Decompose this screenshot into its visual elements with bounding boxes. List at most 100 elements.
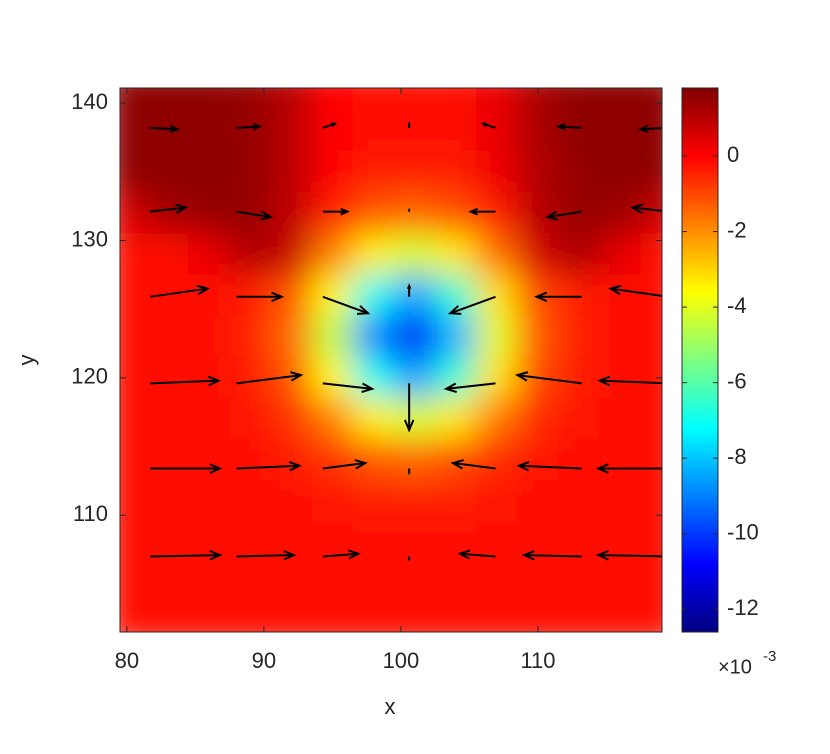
heat-cell <box>106 357 148 399</box>
heat-cell <box>229 357 271 399</box>
heat-cell <box>517 233 559 275</box>
heat-cell <box>229 109 271 151</box>
heat-cell <box>558 522 600 564</box>
heat-cell <box>106 398 148 440</box>
heat-cell <box>640 522 682 564</box>
heat-cell <box>352 398 394 440</box>
heat-cell <box>558 480 600 522</box>
heat-cell <box>394 68 436 110</box>
heat-cell <box>270 604 312 646</box>
heat-cell <box>311 233 353 275</box>
heat-cell <box>106 439 148 481</box>
heat-cell <box>640 316 682 358</box>
heat-cell <box>394 357 436 399</box>
heat-cell <box>352 192 394 234</box>
heat-cell <box>311 398 353 440</box>
heat-cell <box>517 480 559 522</box>
heat-cell <box>640 480 682 522</box>
heat-cell <box>270 316 312 358</box>
heat-cell <box>640 68 682 110</box>
heat-cell <box>188 563 230 605</box>
heat-cell <box>229 274 271 316</box>
heat-cell <box>106 274 148 316</box>
heat-cell <box>311 192 353 234</box>
heat-cell <box>599 192 641 234</box>
heat-cell <box>476 151 518 193</box>
heat-cell <box>311 439 353 481</box>
heat-cell <box>476 274 518 316</box>
x-tick-label: 90 <box>252 648 276 673</box>
heat-cell <box>311 68 353 110</box>
heat-cell <box>435 480 477 522</box>
heat-cell <box>147 439 189 481</box>
heat-cell <box>517 604 559 646</box>
heat-cell <box>188 480 230 522</box>
colorbar-tick-label: -12 <box>727 595 759 620</box>
heat-cell <box>394 563 436 605</box>
heat-cell <box>270 109 312 151</box>
heat-cell <box>106 109 148 151</box>
heat-cell <box>394 233 436 275</box>
heat-cell <box>476 192 518 234</box>
heat-cell <box>352 109 394 151</box>
heat-cell <box>394 522 436 564</box>
heat-cell <box>435 192 477 234</box>
heat-cell <box>599 604 641 646</box>
heat-cell <box>476 68 518 110</box>
y-tick-label: 110 <box>73 501 108 526</box>
x-axis-label: x <box>385 694 396 719</box>
heat-cell <box>147 398 189 440</box>
heat-cell <box>188 233 230 275</box>
heat-cell <box>229 480 271 522</box>
heat-cell <box>640 439 682 481</box>
heat-cell <box>147 316 189 358</box>
heat-cell <box>147 480 189 522</box>
heat-cell <box>599 151 641 193</box>
heat-cell <box>558 68 600 110</box>
heat-cell <box>435 604 477 646</box>
heat-cell <box>558 316 600 358</box>
heat-cell <box>435 522 477 564</box>
heat-cell <box>435 439 477 481</box>
heat-cell <box>435 563 477 605</box>
heat-cell <box>558 274 600 316</box>
heat-cell <box>106 233 148 275</box>
heat-cell <box>558 563 600 605</box>
heat-cell <box>106 563 148 605</box>
heat-cell <box>352 357 394 399</box>
heat-cell <box>270 439 312 481</box>
heat-cell <box>517 398 559 440</box>
heat-cell <box>188 316 230 358</box>
heat-cell <box>394 109 436 151</box>
heat-cell <box>106 480 148 522</box>
heat-cell <box>229 439 271 481</box>
heat-cell <box>435 233 477 275</box>
heat-cell <box>435 151 477 193</box>
heat-cell <box>640 398 682 440</box>
heat-cell <box>311 563 353 605</box>
heat-cell <box>188 109 230 151</box>
heat-cell <box>394 480 436 522</box>
heat-cell <box>188 192 230 234</box>
heat-cell <box>147 522 189 564</box>
heat-cell <box>640 604 682 646</box>
heat-cell <box>476 522 518 564</box>
heat-cell <box>147 604 189 646</box>
heat-cell <box>311 316 353 358</box>
heat-cell <box>558 233 600 275</box>
heat-cell <box>352 68 394 110</box>
heat-cell <box>229 151 271 193</box>
heat-cell <box>640 233 682 275</box>
arrow <box>408 286 411 297</box>
heat-cell <box>229 604 271 646</box>
heat-cell <box>147 68 189 110</box>
heat-cell <box>394 398 436 440</box>
heat-cell <box>517 563 559 605</box>
heat-cell <box>435 109 477 151</box>
arrow <box>409 556 410 559</box>
heat-cell <box>188 68 230 110</box>
heat-cell <box>229 316 271 358</box>
heat-cell <box>394 604 436 646</box>
heat-cell <box>640 192 682 234</box>
